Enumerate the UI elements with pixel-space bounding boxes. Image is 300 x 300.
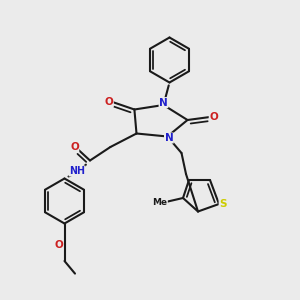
Text: S: S [219, 199, 227, 209]
Text: O: O [70, 142, 79, 152]
Text: N: N [164, 133, 173, 143]
Text: NH: NH [69, 166, 85, 176]
Text: O: O [104, 97, 113, 107]
Text: O: O [209, 112, 218, 122]
Text: O: O [54, 240, 63, 250]
Text: N: N [159, 98, 168, 108]
Text: Me: Me [152, 198, 167, 207]
